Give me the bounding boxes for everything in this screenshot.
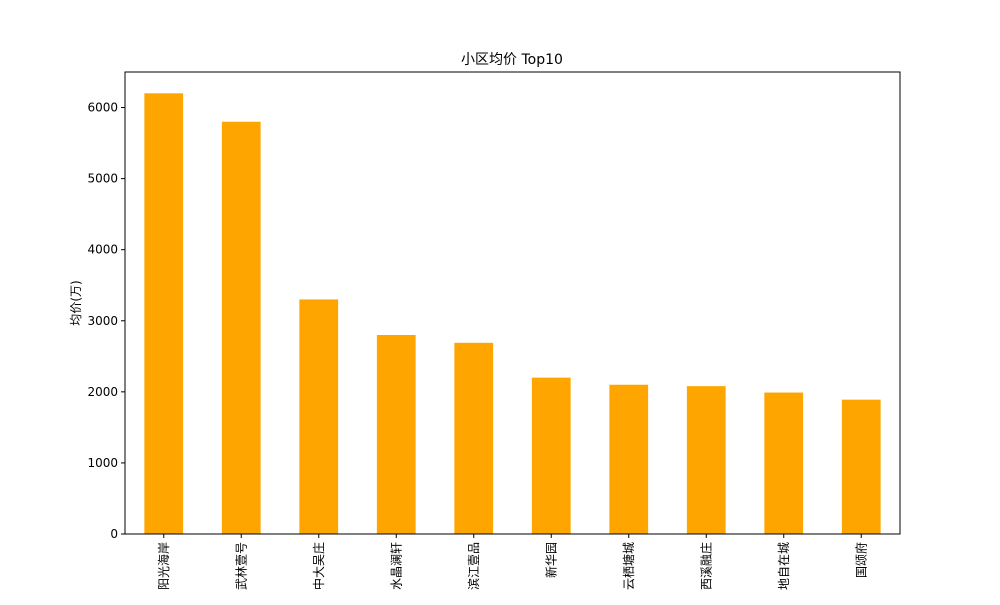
bar bbox=[841, 399, 881, 534]
x-tick-label: 新华园 bbox=[543, 542, 558, 578]
bar bbox=[686, 386, 726, 534]
y-axis-label: 均价(万) bbox=[69, 280, 83, 325]
y-tick-label: 2000 bbox=[87, 385, 118, 399]
chart-title: 小区均价 Top10 bbox=[461, 52, 563, 68]
x-axis-ticks: 阳光海岸 武林壹号 中大吴庄 水晶澜轩 滨江壹品 新华园 云栖塘城 西溪融庄 地自在城 国颂府 bbox=[156, 534, 868, 590]
bar bbox=[221, 121, 261, 534]
bar bbox=[376, 334, 416, 534]
x-tick-label: 国颂府 bbox=[853, 542, 868, 578]
x-tick-label: 地自在城 bbox=[777, 542, 791, 590]
bar bbox=[299, 299, 339, 534]
y-tick-label: 1000 bbox=[87, 456, 118, 470]
y-tick-label: 5000 bbox=[87, 172, 118, 186]
y-tick-label: 6000 bbox=[87, 101, 118, 115]
bar bbox=[531, 377, 571, 534]
y-tick-label: 4000 bbox=[87, 243, 118, 257]
x-tick-label: 阳光海岸 bbox=[156, 542, 171, 590]
bar bbox=[764, 392, 804, 534]
x-tick-label: 武林壹号 bbox=[234, 542, 248, 590]
bar bbox=[454, 342, 494, 534]
y-tick-label: 3000 bbox=[87, 314, 118, 328]
plot-frame bbox=[124, 71, 901, 535]
bars-group bbox=[144, 93, 881, 535]
y-axis-ticks: 0 1000 2000 3000 4000 5000 6000 bbox=[87, 101, 125, 541]
x-tick-label: 水晶澜轩 bbox=[389, 542, 403, 590]
bar bbox=[609, 384, 649, 534]
x-tick-label: 云栖塘城 bbox=[621, 542, 636, 590]
x-tick-label: 中大吴庄 bbox=[311, 542, 326, 590]
bar bbox=[144, 93, 184, 535]
x-tick-label: 西溪融庄 bbox=[698, 542, 713, 590]
x-tick-label: 滨江壹品 bbox=[466, 542, 481, 590]
y-tick-label: 0 bbox=[110, 527, 118, 541]
